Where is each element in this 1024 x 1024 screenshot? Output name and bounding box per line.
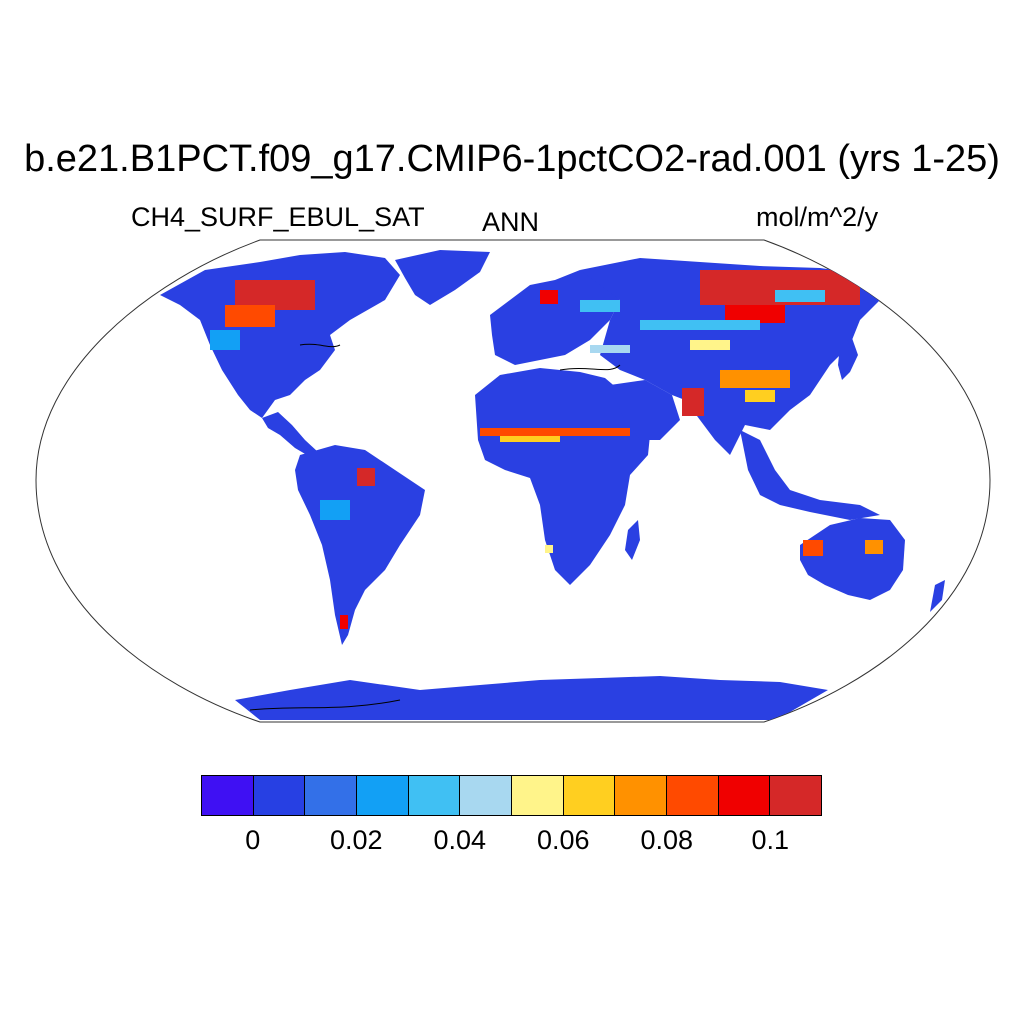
methane-hotspots: [210, 270, 883, 629]
variable-label: CH4_SURF_EBUL_SAT: [131, 202, 425, 232]
colorbar-swatch-7: [563, 776, 616, 815]
colorbar-tick-label: 0: [245, 825, 261, 855]
colorbar-tick-label: 0.1: [751, 825, 790, 855]
central-america: [262, 412, 318, 458]
antarctica: [235, 676, 828, 720]
colorbar-tick-label: 0.02: [329, 825, 383, 855]
colorbar-swatch-6: [512, 776, 564, 815]
colorbar-swatch-4: [408, 776, 461, 815]
south-america: [295, 445, 425, 645]
arabia: [610, 380, 680, 440]
colorbar-swatch-0: [202, 776, 254, 815]
colorbar-swatch-11: [770, 776, 822, 815]
new-zealand: [930, 580, 945, 612]
colorbar-swatch-10: [718, 776, 771, 815]
japan: [838, 338, 858, 380]
africa: [475, 368, 650, 585]
coastlines: [249, 343, 621, 711]
colorbar-tick-label: 0.04: [433, 825, 487, 855]
greenland: [395, 250, 490, 305]
colorbar-swatch-9: [667, 776, 719, 815]
colorbar-swatch-3: [357, 776, 409, 815]
units-label: mol/m^2/y: [756, 202, 879, 232]
plot-title: b.e21.B1PCT.f09_g17.CMIP6-1pctCO2-rad.00…: [24, 138, 1000, 180]
colorbar-swatch-8: [615, 776, 668, 815]
colorbar: [201, 775, 822, 816]
colorbar-tick-label: 0.08: [640, 825, 694, 855]
colorbar-swatch-2: [305, 776, 358, 815]
north-america: [160, 252, 400, 418]
europe: [490, 270, 620, 365]
colorbar-tick-label: 0.06: [536, 825, 590, 855]
colorbar-swatch-1: [253, 776, 306, 815]
madagascar: [625, 520, 640, 560]
asia: [580, 258, 880, 455]
southeast-asia: [740, 430, 880, 520]
colorbar-swatch-5: [460, 776, 513, 815]
season-label: ANN: [482, 207, 540, 237]
australia: [800, 518, 905, 600]
